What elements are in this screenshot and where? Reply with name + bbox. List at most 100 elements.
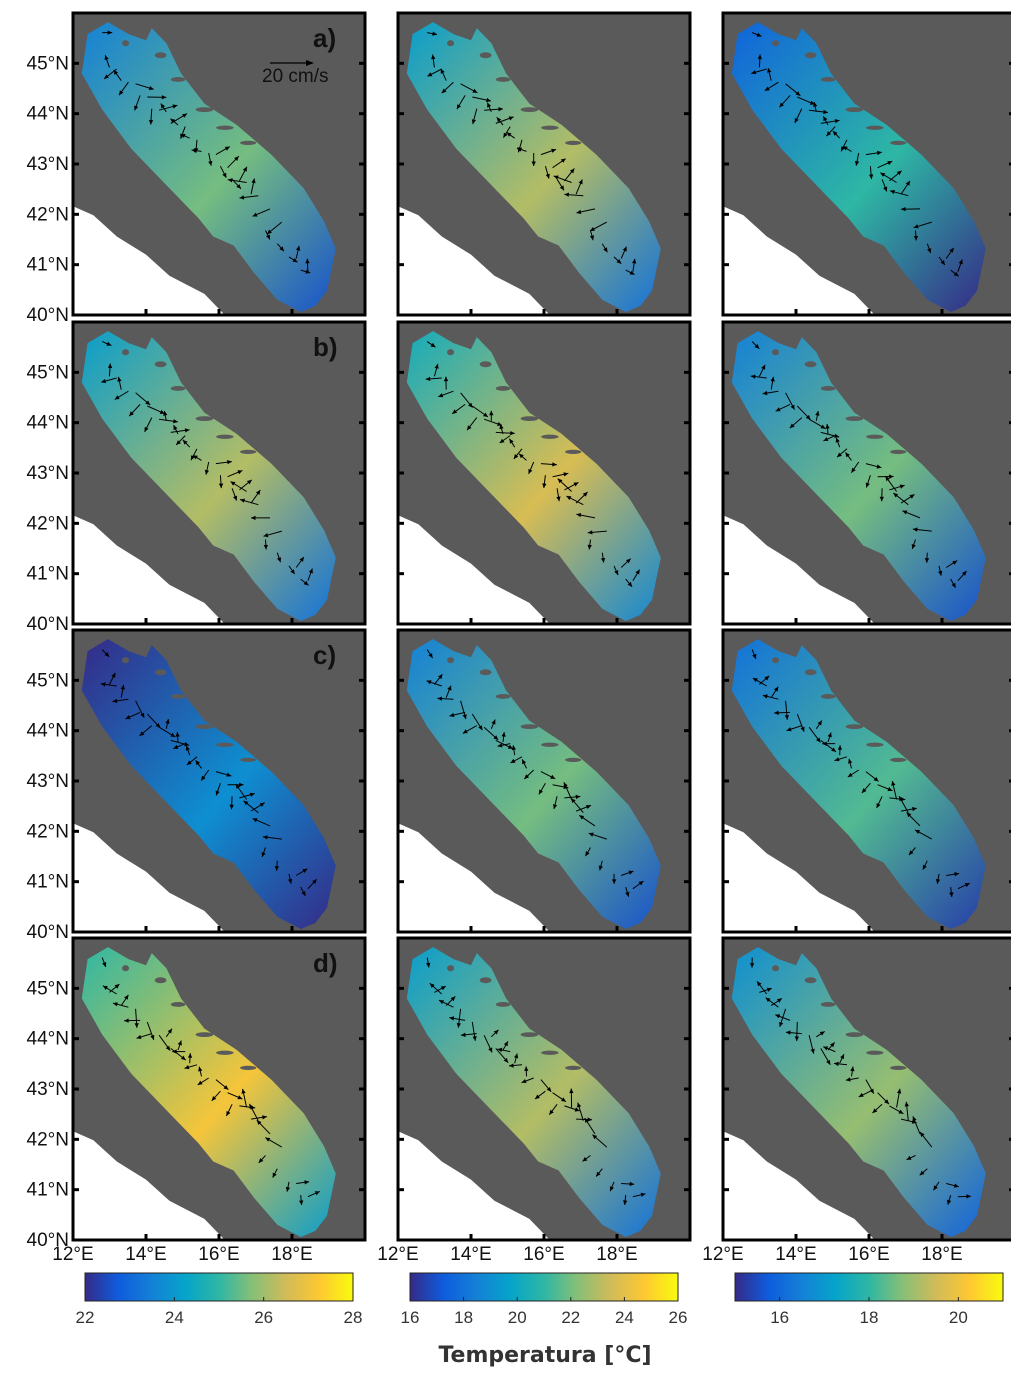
lon-tick-label: 16°E — [523, 1244, 564, 1265]
colorbar-tick-label: 16 — [401, 1308, 420, 1327]
island — [495, 77, 511, 82]
lat-tick-label: 43°N — [27, 1079, 69, 1100]
island — [820, 77, 836, 82]
island — [866, 742, 884, 747]
colorbar-3: 16 18 20 — [734, 1272, 1004, 1327]
lon-tick-label: 12°E — [377, 1244, 418, 1265]
lat-tick-label: 40°N — [27, 1230, 69, 1251]
lat-tick-label: 42°N — [27, 204, 69, 225]
lat-tick-label: 45°N — [27, 978, 69, 999]
lon-tick-label: 18°E — [596, 1244, 637, 1265]
island — [154, 977, 167, 984]
island — [240, 449, 257, 454]
island — [820, 1002, 836, 1007]
island — [195, 107, 214, 113]
italy-coast — [723, 823, 875, 932]
island — [216, 742, 234, 747]
island — [216, 434, 234, 439]
lat-tick-label: 44°N — [27, 721, 69, 742]
italy-coast — [398, 515, 550, 624]
island — [170, 1002, 186, 1007]
velocity-arrows — [750, 341, 967, 589]
velocity-arrows — [102, 30, 311, 274]
island — [479, 977, 492, 984]
lon-tick-label: 12°E — [702, 1244, 743, 1265]
map-panel-r2-c1: b) — [71, 320, 367, 626]
sea-temperature-field — [731, 22, 986, 312]
colorbar-gradient — [409, 1272, 679, 1302]
island — [866, 434, 884, 439]
lon-tick-label: 16°E — [848, 1244, 889, 1265]
lat-tick-label: 44°N — [27, 413, 69, 434]
colorbar-tick-label: 18 — [860, 1308, 879, 1327]
map-panel-r4-c2 — [396, 936, 692, 1242]
island — [520, 416, 539, 422]
island — [890, 449, 907, 454]
lat-tick-label: 41°N — [27, 872, 69, 893]
sea-temperature-field — [406, 947, 661, 1237]
colorbar-gradient — [734, 1272, 1004, 1302]
map-panel-r1-c2 — [396, 11, 692, 317]
island — [845, 416, 864, 422]
island — [122, 965, 130, 972]
island — [820, 694, 836, 699]
island — [772, 657, 780, 664]
lat-tick-label: 40°N — [27, 305, 69, 326]
panel-letter: d) — [313, 948, 338, 978]
sea-temperature-field — [81, 22, 336, 312]
island — [520, 724, 539, 730]
velocity-arrows — [101, 957, 321, 1206]
map-panel-r4-c3 — [721, 936, 1011, 1242]
colorbar-1: 22 24 26 28 — [76, 1272, 362, 1327]
velocity-arrows — [101, 341, 313, 586]
island — [447, 657, 455, 664]
lat-tick-label: 43°N — [27, 463, 69, 484]
island — [541, 434, 559, 439]
longitude-tick-labels: 12°E 14°E 16°E 18°E 12°E 14°E 16°E 18°E 12°E 14°E… — [52, 1244, 962, 1265]
italy-coast — [723, 1131, 875, 1240]
colorbar-tick-label: 18 — [454, 1308, 473, 1327]
map-panel-r1-c1: a) — [71, 11, 367, 317]
velocity-arrows — [425, 341, 641, 588]
colorbars: 22 24 26 28 16 18 20 22 24 26 16 18 20 — [76, 1272, 1004, 1327]
velocity-arrows — [749, 957, 971, 1205]
island — [520, 1032, 539, 1038]
map-panel-r2-c3 — [721, 320, 1011, 626]
lat-tick-label: 40°N — [27, 614, 69, 635]
velocity-arrows — [100, 649, 318, 897]
island — [820, 386, 836, 391]
island — [890, 140, 907, 145]
panel-letter: c) — [313, 640, 336, 670]
colorbar-tick-label: 24 — [165, 1308, 184, 1327]
panel-grid: a) b) c) d) 20 cm/s — [71, 11, 1011, 1242]
island — [565, 1065, 582, 1070]
island — [541, 742, 559, 747]
island — [154, 361, 167, 368]
island — [845, 107, 864, 113]
island — [240, 140, 257, 145]
italy-coast — [398, 823, 550, 932]
map-panel-r3-c1: c) — [71, 628, 367, 934]
island — [772, 349, 780, 356]
sea-temperature-field — [731, 331, 986, 621]
colorbar-tick-label: 22 — [76, 1308, 95, 1327]
island — [495, 386, 511, 391]
island — [240, 1065, 257, 1070]
italy-coast — [73, 206, 225, 315]
lon-tick-label: 14°E — [450, 1244, 491, 1265]
lat-tick-label: 45°N — [27, 362, 69, 383]
colorbar-tick-label: 20 — [508, 1308, 527, 1327]
panel-letter: b) — [313, 332, 338, 362]
sea-temperature-field — [406, 639, 661, 929]
island — [170, 77, 186, 82]
island — [541, 1050, 559, 1055]
sea-temperature-field — [81, 639, 336, 929]
lon-tick-label: 14°E — [125, 1244, 166, 1265]
lat-tick-label: 43°N — [27, 154, 69, 175]
map-panel-r2-c2 — [396, 320, 692, 626]
island — [195, 1032, 214, 1038]
velocity-scale: 20 cm/s — [262, 60, 329, 87]
lat-tick-label: 42°N — [27, 1129, 69, 1150]
island — [122, 657, 130, 664]
island — [170, 386, 186, 391]
